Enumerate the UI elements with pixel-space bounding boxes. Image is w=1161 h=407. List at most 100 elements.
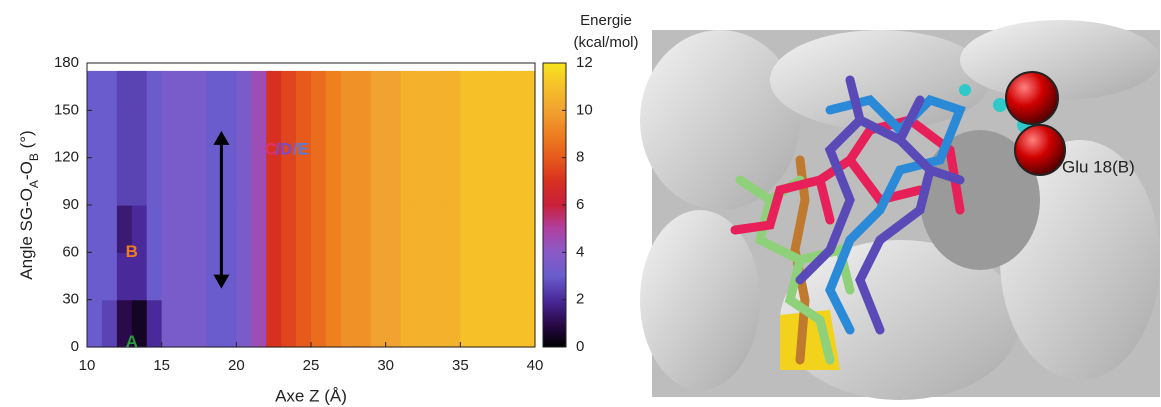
heat-cell — [116, 70, 133, 111]
heat-cell — [475, 110, 491, 159]
heat-cell — [490, 70, 506, 111]
heat-cell — [400, 252, 417, 301]
heat-cell — [490, 205, 506, 253]
heat-cell — [266, 299, 282, 348]
heat-cell — [490, 252, 506, 301]
heat-cell — [460, 157, 476, 206]
heat-cell — [430, 70, 446, 111]
heat-cell — [206, 70, 222, 111]
heat-cell — [460, 110, 476, 159]
heat-cell — [101, 110, 118, 159]
heat-cell — [490, 299, 506, 348]
heat-cell — [460, 299, 476, 348]
heat-cell — [520, 110, 536, 159]
water — [959, 84, 971, 96]
y-axis-label: Angle SG-OA-OB (°) — [17, 130, 41, 279]
heat-cell — [415, 70, 432, 111]
heat-cell — [176, 299, 193, 348]
arrow-head — [213, 130, 230, 145]
heat-cell — [385, 157, 402, 206]
heat-cell — [430, 110, 446, 159]
heat-cell — [370, 205, 387, 253]
y-tick-label: 120 — [54, 149, 79, 166]
heat-cell — [505, 157, 521, 206]
heat-cell — [340, 70, 357, 111]
heat-cell — [221, 110, 237, 159]
heat-cell — [296, 252, 312, 301]
heat-cell — [131, 205, 148, 253]
colorbar-title: (kcal/mol) — [573, 34, 638, 51]
heat-cell — [325, 205, 342, 253]
heat-cell — [206, 157, 222, 206]
heat-cell — [191, 157, 208, 206]
heat-cell — [325, 252, 342, 301]
x-tick-label: 30 — [377, 357, 394, 374]
heat-cell — [520, 252, 536, 301]
heat-cell — [311, 110, 327, 159]
colorbar-tick-label: 8 — [576, 149, 584, 166]
heat-cell — [445, 205, 461, 253]
heat-cell — [505, 299, 521, 348]
y-label-sub: A — [27, 180, 41, 188]
heat-cell — [340, 110, 357, 159]
colorbar-tick-label: 0 — [576, 338, 584, 355]
colorbar-tick-label: 12 — [576, 54, 593, 71]
y-tick-label: 30 — [62, 291, 79, 308]
heat-cell — [116, 252, 133, 301]
heat-cell — [490, 157, 506, 206]
heat-cell — [251, 110, 267, 159]
heat-cell — [236, 299, 252, 348]
y-label-sub: B — [27, 153, 41, 161]
heat-cell — [116, 205, 133, 253]
ligands — [730, 75, 966, 365]
heat-cell — [176, 205, 193, 253]
heat-cell — [281, 299, 297, 348]
heat-cell — [236, 252, 252, 301]
x-tick-label: 20 — [228, 357, 245, 374]
oxygen-atom — [1005, 71, 1059, 125]
heat-cell — [475, 252, 491, 301]
heat-cell — [251, 299, 267, 348]
heat-cell — [191, 70, 208, 111]
heat-cell — [266, 70, 282, 111]
heat-cell — [101, 299, 118, 348]
heat-cell — [415, 157, 432, 206]
heat-cell — [475, 299, 491, 348]
heat-cell — [131, 299, 148, 348]
heat-cell — [221, 157, 237, 206]
heat-cell — [191, 205, 208, 253]
colorbar-tick-label: 10 — [576, 101, 593, 118]
heat-cell — [161, 299, 178, 348]
heat-cell — [445, 110, 461, 159]
heat-cell — [221, 252, 237, 301]
heat-cell — [161, 205, 178, 253]
residue-label: Glu 18(B) — [1062, 157, 1135, 176]
molecular-image: Glu 18(B) — [640, 20, 1160, 400]
heat-cell — [325, 157, 342, 206]
colorbar-tick-label: 4 — [576, 243, 584, 260]
y-tick-label: 0 — [71, 338, 79, 355]
y-tick-label: 60 — [62, 243, 79, 260]
x-axis-label: Axe Z (Å) — [275, 386, 347, 405]
heat-cell — [505, 70, 521, 111]
heat-cell — [445, 299, 461, 348]
heat-cell — [475, 70, 491, 111]
heat-cell — [116, 299, 133, 348]
heat-cell — [311, 299, 327, 348]
heat-cell — [340, 205, 357, 253]
heat-cell — [251, 205, 267, 253]
heat-cell — [385, 252, 402, 301]
heat-cell — [281, 157, 297, 206]
heat-cell — [370, 252, 387, 301]
heat-cell — [191, 252, 208, 301]
heat-cell — [191, 299, 208, 348]
heat-cell — [176, 252, 193, 301]
x-tick-label: 25 — [303, 357, 320, 374]
surface — [780, 240, 1020, 400]
heat-cell — [296, 299, 312, 348]
heat-cell — [101, 70, 118, 111]
heat-cell — [146, 70, 163, 111]
heat-cell — [490, 110, 506, 159]
heat-cell — [101, 157, 118, 206]
